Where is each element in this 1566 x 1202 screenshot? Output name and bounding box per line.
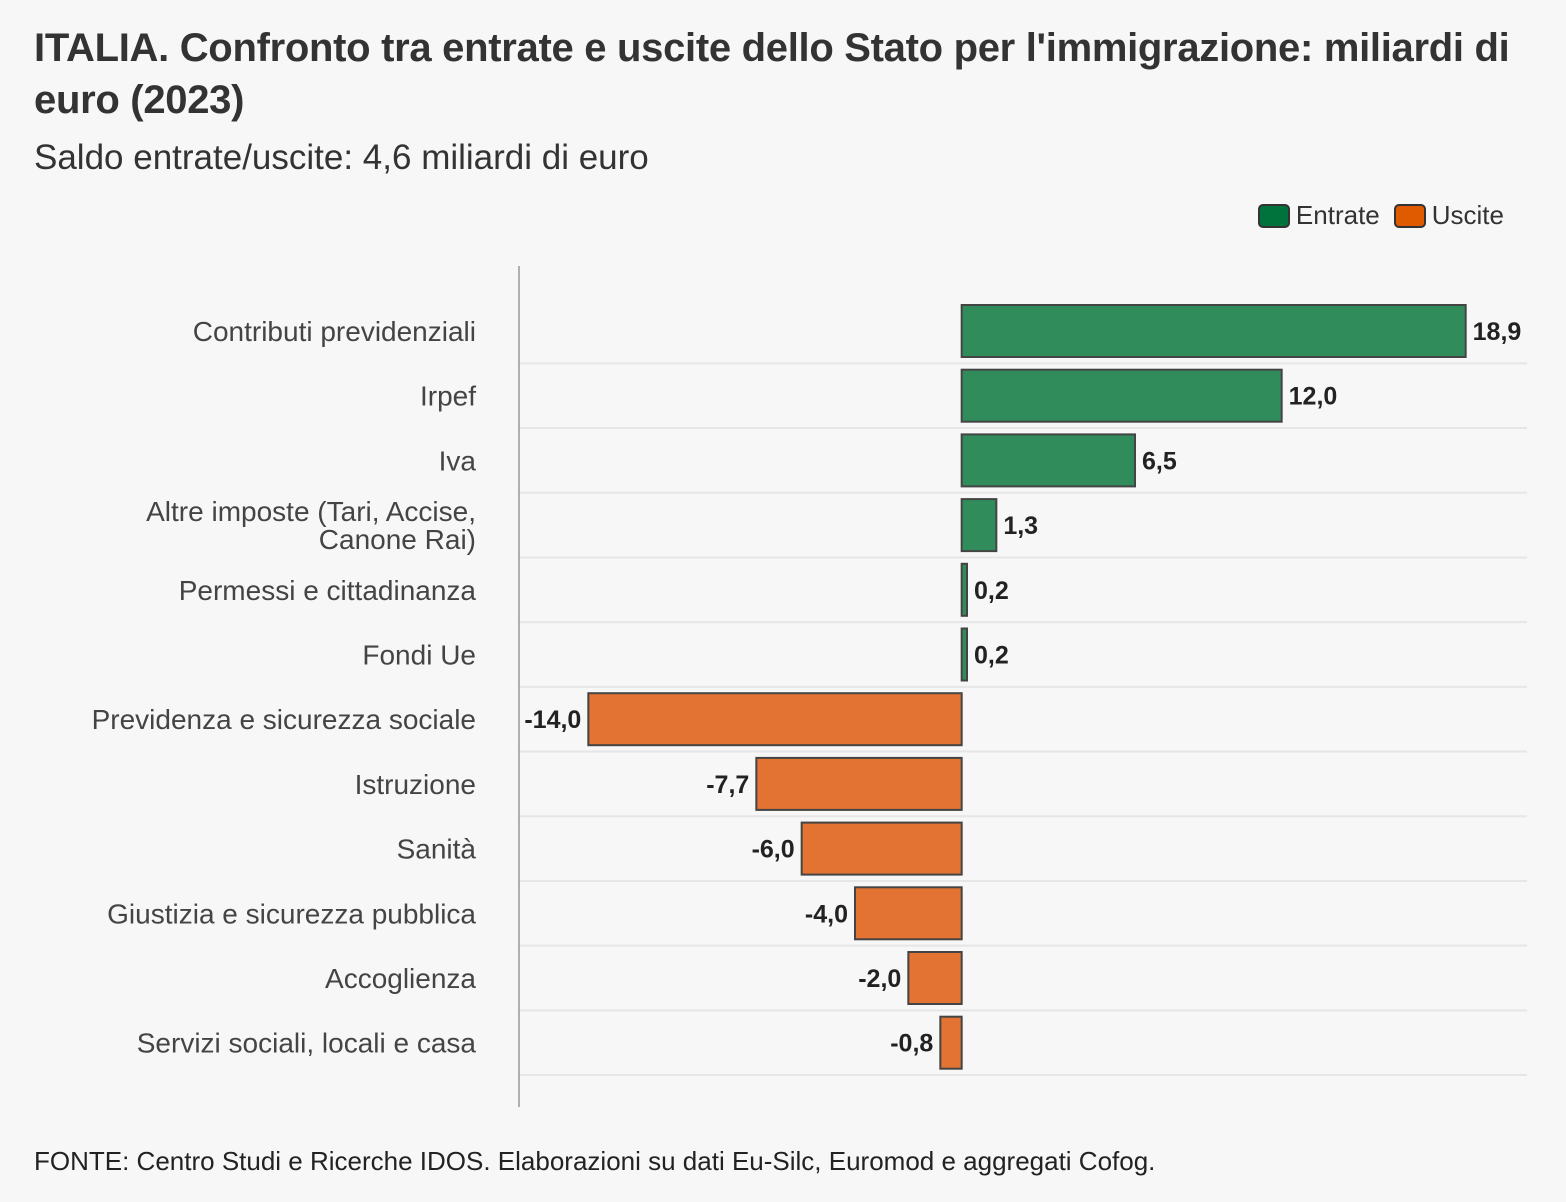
value-label: -4,0 <box>805 900 848 928</box>
bar-entrate <box>960 368 1283 423</box>
bar-entrate <box>960 627 969 682</box>
value-label: -14,0 <box>524 706 581 734</box>
bar-uscite <box>587 692 963 747</box>
value-label: 0,2 <box>974 577 1009 605</box>
category-label: Canone Rai) <box>319 524 476 555</box>
bar-entrate <box>960 433 1137 488</box>
legend-label-entrate: Entrate <box>1295 200 1380 230</box>
source-note: FONTE: Centro Studi e Ricerche IDOS. Ela… <box>34 1146 1156 1176</box>
bar-entrate <box>960 498 998 553</box>
value-label: 6,5 <box>1142 447 1177 475</box>
category-label: Accoglienza <box>325 963 476 994</box>
category-label: Altre imposte (Tari, Accise, <box>146 496 476 527</box>
value-label: 18,9 <box>1473 318 1522 346</box>
bar-uscite <box>939 1015 963 1070</box>
value-label: 12,0 <box>1289 383 1338 411</box>
bar-entrate <box>960 562 969 617</box>
category-label: Giustizia e sicurezza pubblica <box>107 898 476 929</box>
value-label: -2,0 <box>858 965 901 993</box>
category-label: Irpef <box>420 381 476 412</box>
legend: Entrate Uscite <box>1257 200 1504 231</box>
legend-label-uscite: Uscite <box>1431 200 1504 230</box>
category-label: Contributi previdenziali <box>193 316 476 347</box>
category-label: Istruzione <box>355 769 476 800</box>
legend-swatch-uscite <box>1393 203 1426 228</box>
value-label: -0,8 <box>890 1030 933 1058</box>
value-label: 0,2 <box>974 642 1009 670</box>
category-label: Servizi sociali, locali e casa <box>137 1028 477 1059</box>
category-label: Fondi Ue <box>362 640 476 671</box>
category-label: Sanità <box>397 834 477 865</box>
legend-swatch-entrate <box>1257 203 1290 228</box>
bar-uscite <box>907 951 963 1005</box>
category-label: Iva <box>439 445 477 476</box>
legend-item-uscite: Uscite <box>1393 200 1504 231</box>
value-label: -7,7 <box>706 771 749 799</box>
category-label: Permessi e cittadinanza <box>179 575 477 606</box>
legend-item-entrate: Entrate <box>1257 200 1380 231</box>
value-label: 1,3 <box>1003 512 1038 540</box>
chart-title: ITALIA. Confronto tra entrate e uscite d… <box>34 26 1510 122</box>
bar-uscite <box>755 756 963 811</box>
bar-uscite <box>854 886 963 941</box>
value-label: -6,0 <box>752 836 795 864</box>
bar-entrate <box>960 304 1467 358</box>
category-label: Previdenza e sicurezza sociale <box>92 704 476 735</box>
bar-uscite <box>800 821 963 876</box>
chart-subtitle: Saldo entrate/uscite: 4,6 miliardi di eu… <box>34 138 649 177</box>
